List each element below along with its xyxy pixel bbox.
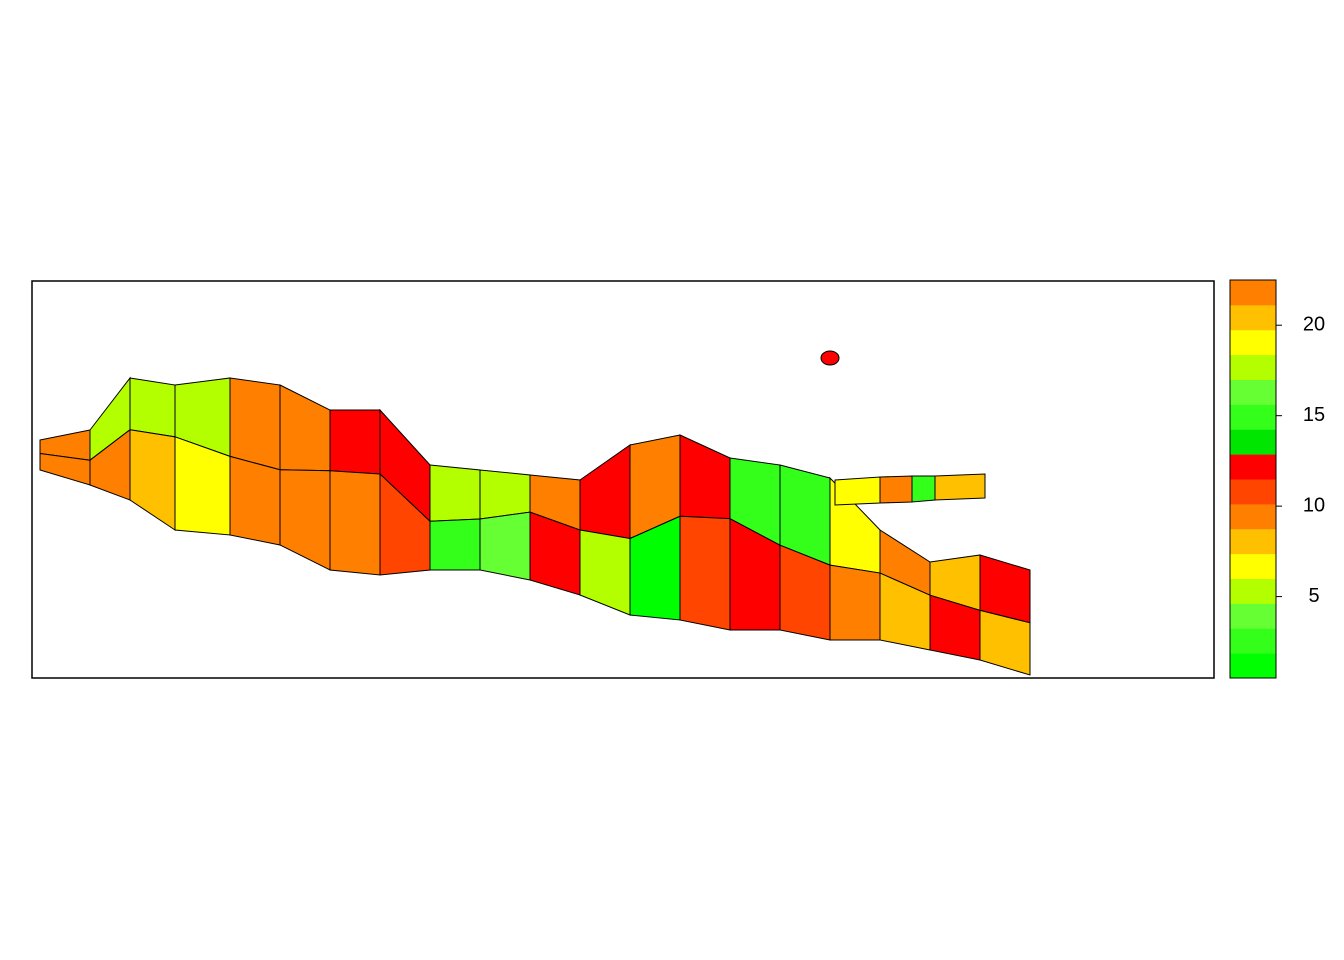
colorbar-tick-label: 15 xyxy=(1303,404,1325,426)
region xyxy=(129,429,176,531)
colorbar-bin xyxy=(1230,454,1276,480)
map-frame xyxy=(31,280,1215,679)
colorbar-bin xyxy=(1230,354,1276,380)
region xyxy=(820,350,840,366)
colorbar-bin xyxy=(1230,553,1276,579)
colorbar-bin xyxy=(1230,503,1276,530)
region xyxy=(579,529,631,616)
region xyxy=(911,475,936,503)
colorbar-bin xyxy=(1230,404,1276,430)
colorbar: 5 10 15 20 xyxy=(1229,279,1325,679)
colorbar-bin xyxy=(1230,578,1276,604)
colorbar-bin xyxy=(1230,329,1276,356)
region xyxy=(934,473,986,501)
colorbar-bin xyxy=(1230,429,1276,455)
colorbar-tick-label: 20 xyxy=(1303,314,1325,336)
region xyxy=(229,377,281,471)
region xyxy=(229,455,281,546)
colorbar-bin xyxy=(1230,379,1276,405)
colorbar-bin xyxy=(1230,280,1276,306)
colorbar-tick-label: 5 xyxy=(1308,585,1319,607)
colorbar-bin xyxy=(1230,628,1276,654)
region xyxy=(279,384,331,472)
region xyxy=(879,475,913,504)
colorbar-bin xyxy=(1230,653,1276,679)
region xyxy=(834,476,881,506)
colorbar-frame xyxy=(1229,279,1277,679)
region xyxy=(429,518,481,571)
region xyxy=(279,469,331,571)
region xyxy=(979,609,1031,676)
colorbar-bin xyxy=(1230,528,1276,555)
region xyxy=(329,470,381,576)
region xyxy=(829,564,881,641)
region xyxy=(329,409,381,475)
region xyxy=(679,434,731,520)
colorbar-bin xyxy=(1230,479,1276,505)
region xyxy=(679,515,731,631)
region xyxy=(579,444,631,540)
regions xyxy=(39,350,1031,676)
colorbar-bin xyxy=(1230,304,1276,331)
region xyxy=(479,511,531,581)
region xyxy=(429,464,481,522)
region xyxy=(479,469,531,520)
colorbar-tick-label: 10 xyxy=(1303,494,1325,516)
colorbar-bin xyxy=(1230,603,1276,629)
region xyxy=(129,377,176,438)
